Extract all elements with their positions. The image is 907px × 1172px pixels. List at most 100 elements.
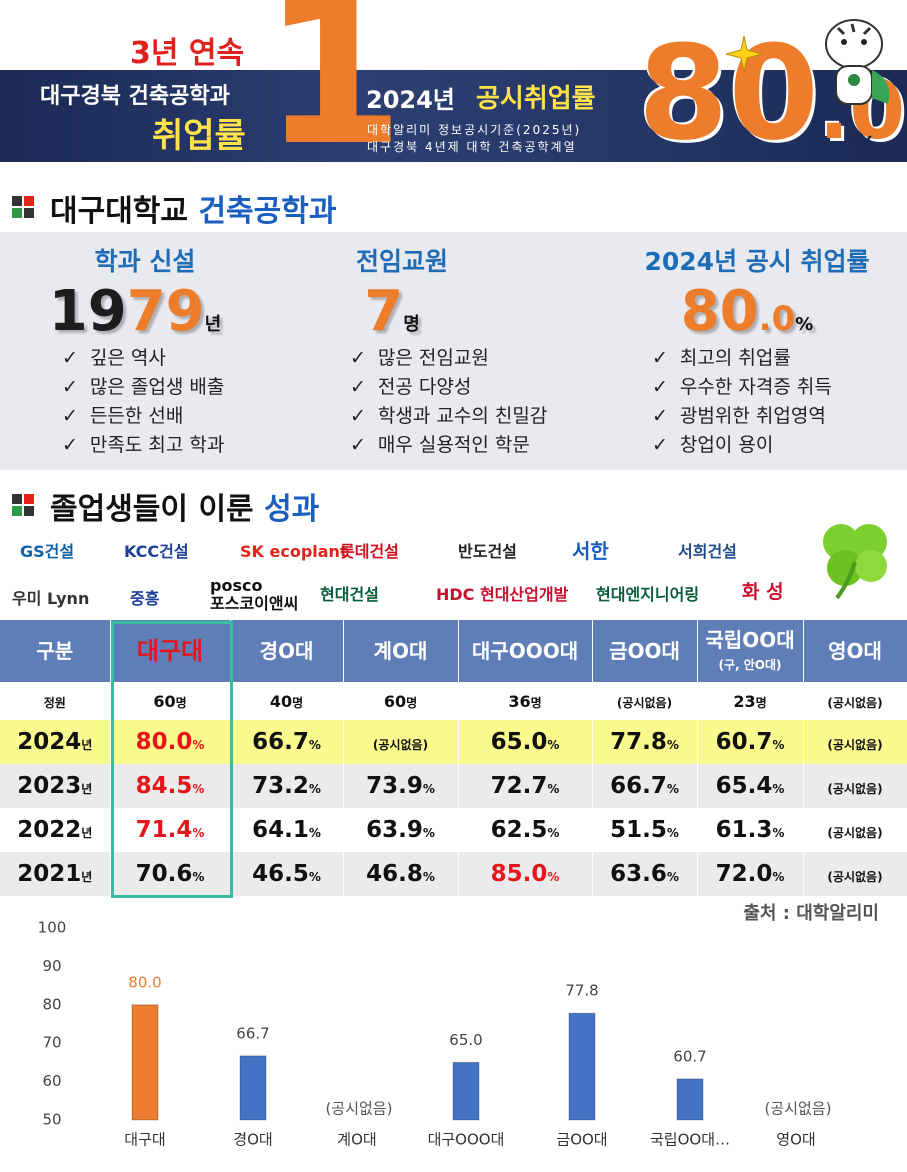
header-cell: 계O대 — [343, 620, 459, 682]
text-part: (공시없음) — [827, 738, 883, 752]
row-label: 2022년 — [0, 808, 111, 852]
table-cell: 66.7% — [592, 764, 698, 808]
table-cell: 23명 — [697, 682, 804, 720]
bullet-point: ✓ 든든한 선배 — [62, 401, 183, 428]
header-cell: 대구OOO대 — [458, 620, 593, 682]
check-icon: ✓ — [350, 376, 366, 398]
check-icon: ✓ — [652, 434, 668, 456]
company-logo: posco 포스코이앤씨 — [210, 576, 299, 613]
data-label: 77.8 — [565, 982, 598, 1000]
header-cell: 구분 — [0, 620, 111, 682]
rate-word: 취업률 — [152, 116, 246, 156]
table-cell: 65.4% — [697, 764, 804, 808]
table-cell: 63.9% — [343, 808, 459, 852]
check-icon: ✓ — [652, 405, 668, 427]
text-part: % — [308, 826, 321, 840]
number-unit: 년 — [204, 314, 222, 335]
bullet-point: ✓ 창업이 용이 — [652, 430, 773, 457]
data-label: 65.0 — [449, 1031, 482, 1049]
text-part: 년 — [81, 738, 93, 752]
company-logo: 롯데건설 — [340, 542, 399, 561]
highlight-frame — [111, 621, 233, 898]
company-logo: HDC 현대산업개발 — [436, 585, 569, 604]
check-icon: ✓ — [62, 376, 78, 398]
text-part: 80 — [638, 17, 819, 169]
text-part: % — [422, 826, 435, 840]
bullet-point: ✓ 깊은 역사 — [62, 343, 166, 370]
text-part: 년 — [81, 826, 93, 840]
text-part: 80 — [680, 279, 759, 344]
text-part: % — [666, 738, 679, 752]
intro-panel — [0, 232, 907, 470]
check-icon: ✓ — [62, 347, 78, 369]
x-tick-label: 국립OO대… — [650, 1131, 730, 1149]
bullet-point: ✓ 최고의 취업률 — [652, 343, 791, 370]
banner-rate-unit: % — [850, 130, 879, 163]
text-part: % — [666, 826, 679, 840]
text-part: (공시없음) — [616, 695, 673, 710]
point-text: 전공 다양성 — [377, 376, 472, 398]
text-part: 명 — [406, 695, 418, 710]
check-icon: ✓ — [62, 405, 78, 427]
table-cell: 36명 — [458, 682, 593, 720]
table-cell: 61.3% — [697, 808, 804, 852]
text-part: % — [547, 826, 560, 840]
point-text: 매우 실용적인 학문 — [377, 434, 530, 456]
company-logo: KCC건설 — [124, 542, 189, 561]
bar — [568, 1012, 596, 1121]
y-tick-label: 70 — [42, 1034, 61, 1052]
table-cell: 66.7% — [230, 720, 344, 764]
check-icon: ✓ — [62, 434, 78, 456]
source: 출처 : 대학알리미 — [743, 903, 879, 924]
text-part: % — [772, 738, 785, 752]
bar — [452, 1061, 480, 1121]
bullet-point: ✓ 전공 다양성 — [350, 372, 471, 399]
text-part: % — [547, 782, 560, 796]
text-part: % — [192, 826, 205, 840]
check-icon: ✓ — [350, 434, 366, 456]
table-cell: (공시없음) — [803, 720, 907, 764]
text-part: 19 — [48, 279, 127, 344]
company-logo: 현대건설 — [320, 585, 379, 604]
table-cell: 60.7% — [697, 720, 804, 764]
table-row: 2021년 70.6% 46.5% 46.8% 85.0% 63.6% 72.0% (공시없음… — [0, 852, 907, 896]
column-heading: 2024년 공시 취업률 — [644, 247, 870, 276]
bar — [131, 1004, 159, 1121]
text-part: .0 — [758, 299, 796, 339]
point-text: 광범위한 취업영역 — [679, 405, 826, 427]
y-tick-label: 60 — [42, 1072, 61, 1090]
table-cell: (공시없음) — [592, 682, 698, 720]
x-tick-label: 대구OOO대 — [428, 1131, 505, 1149]
table-cell: 85.0% — [458, 852, 593, 896]
header-cell: 금OO대 — [592, 620, 698, 682]
text-part: % — [772, 782, 785, 796]
number: 7 — [364, 279, 403, 344]
point-text: 우수한 자격증 취득 — [679, 376, 832, 398]
text-part: 명 — [755, 695, 767, 710]
point-text: 창업이 용이 — [679, 434, 774, 456]
point-text: 든든한 선배 — [89, 405, 184, 427]
region-dept: 대구경북 건축공학과 — [40, 84, 230, 109]
table-row: 2022년 71.4% 64.1% 63.9% 62.5% 51.5% 61.3% (공시없음… — [0, 808, 907, 852]
y-tick-label: 100 — [38, 919, 67, 937]
row-label: 2023년 — [0, 764, 111, 808]
y-tick-label: 80 — [42, 995, 61, 1013]
bar — [239, 1055, 267, 1121]
title-school: 대구대학교 — [50, 194, 188, 229]
text-part: 명 — [175, 695, 187, 710]
text-part: % — [772, 870, 785, 884]
point-text: 만족도 최고 학과 — [89, 434, 225, 456]
point-text: 많은 전임교원 — [377, 347, 489, 369]
text-part: 정원 — [43, 695, 66, 710]
rank: 1 — [262, 0, 405, 191]
title-highlight: 성과 — [264, 492, 320, 527]
x-tick-label: 금OO대 — [556, 1131, 607, 1149]
header-cell: 국립OO대 (구, 안O대) — [697, 620, 804, 682]
section-icon — [12, 196, 34, 218]
header-row: 구분 대구대 경O대 계O대 대구OOO대 금OO대 국립OO대 (구, 안O대) 영O대 — [0, 620, 907, 682]
row-label: 2024년 — [0, 720, 111, 764]
table-cell: 46.8% — [343, 852, 459, 896]
y-tick-label: 90 — [42, 957, 61, 975]
section-title: 졸업생들이 이룬 성과 — [50, 484, 319, 528]
bullet-point: ✓ 우수한 자격증 취득 — [652, 372, 832, 399]
